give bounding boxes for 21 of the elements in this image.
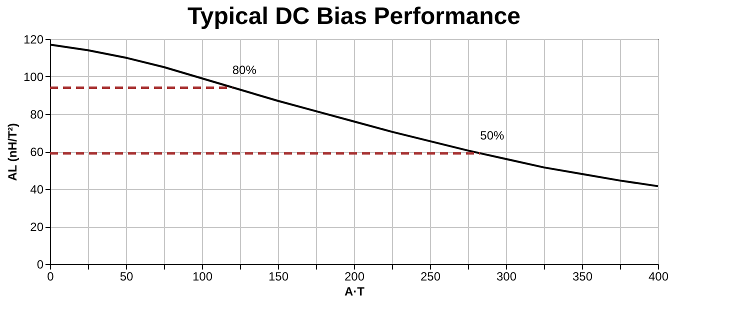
x-tick-label: 250: [420, 270, 441, 284]
y-tick-label: 80: [30, 108, 44, 122]
y-tick-label: 120: [23, 32, 44, 46]
annotation: 80%: [232, 62, 257, 77]
x-tick-label: 300: [496, 270, 517, 284]
y-axis-title: AL (nH/T²): [5, 123, 20, 181]
x-tick-label: 50: [120, 270, 134, 284]
chart-title: Typical DC Bias Performance: [187, 3, 521, 30]
annotation: 50%: [480, 128, 504, 142]
y-tick-label: 100: [23, 70, 44, 84]
y-tick-label: 60: [30, 145, 44, 159]
x-tick-label: 0: [47, 270, 54, 284]
y-tick-label: 0: [36, 258, 44, 272]
y-tick-label: 20: [30, 220, 44, 234]
x-tick-label: 200: [344, 270, 365, 284]
y-tick-label: 40: [30, 182, 44, 196]
x-tick-label: 400: [648, 270, 669, 284]
x-tick-label: 350: [572, 270, 593, 284]
x-tick-label: 150: [268, 270, 289, 284]
x-axis-title: A·T: [344, 284, 366, 298]
x-tick-label: 100: [192, 270, 213, 284]
